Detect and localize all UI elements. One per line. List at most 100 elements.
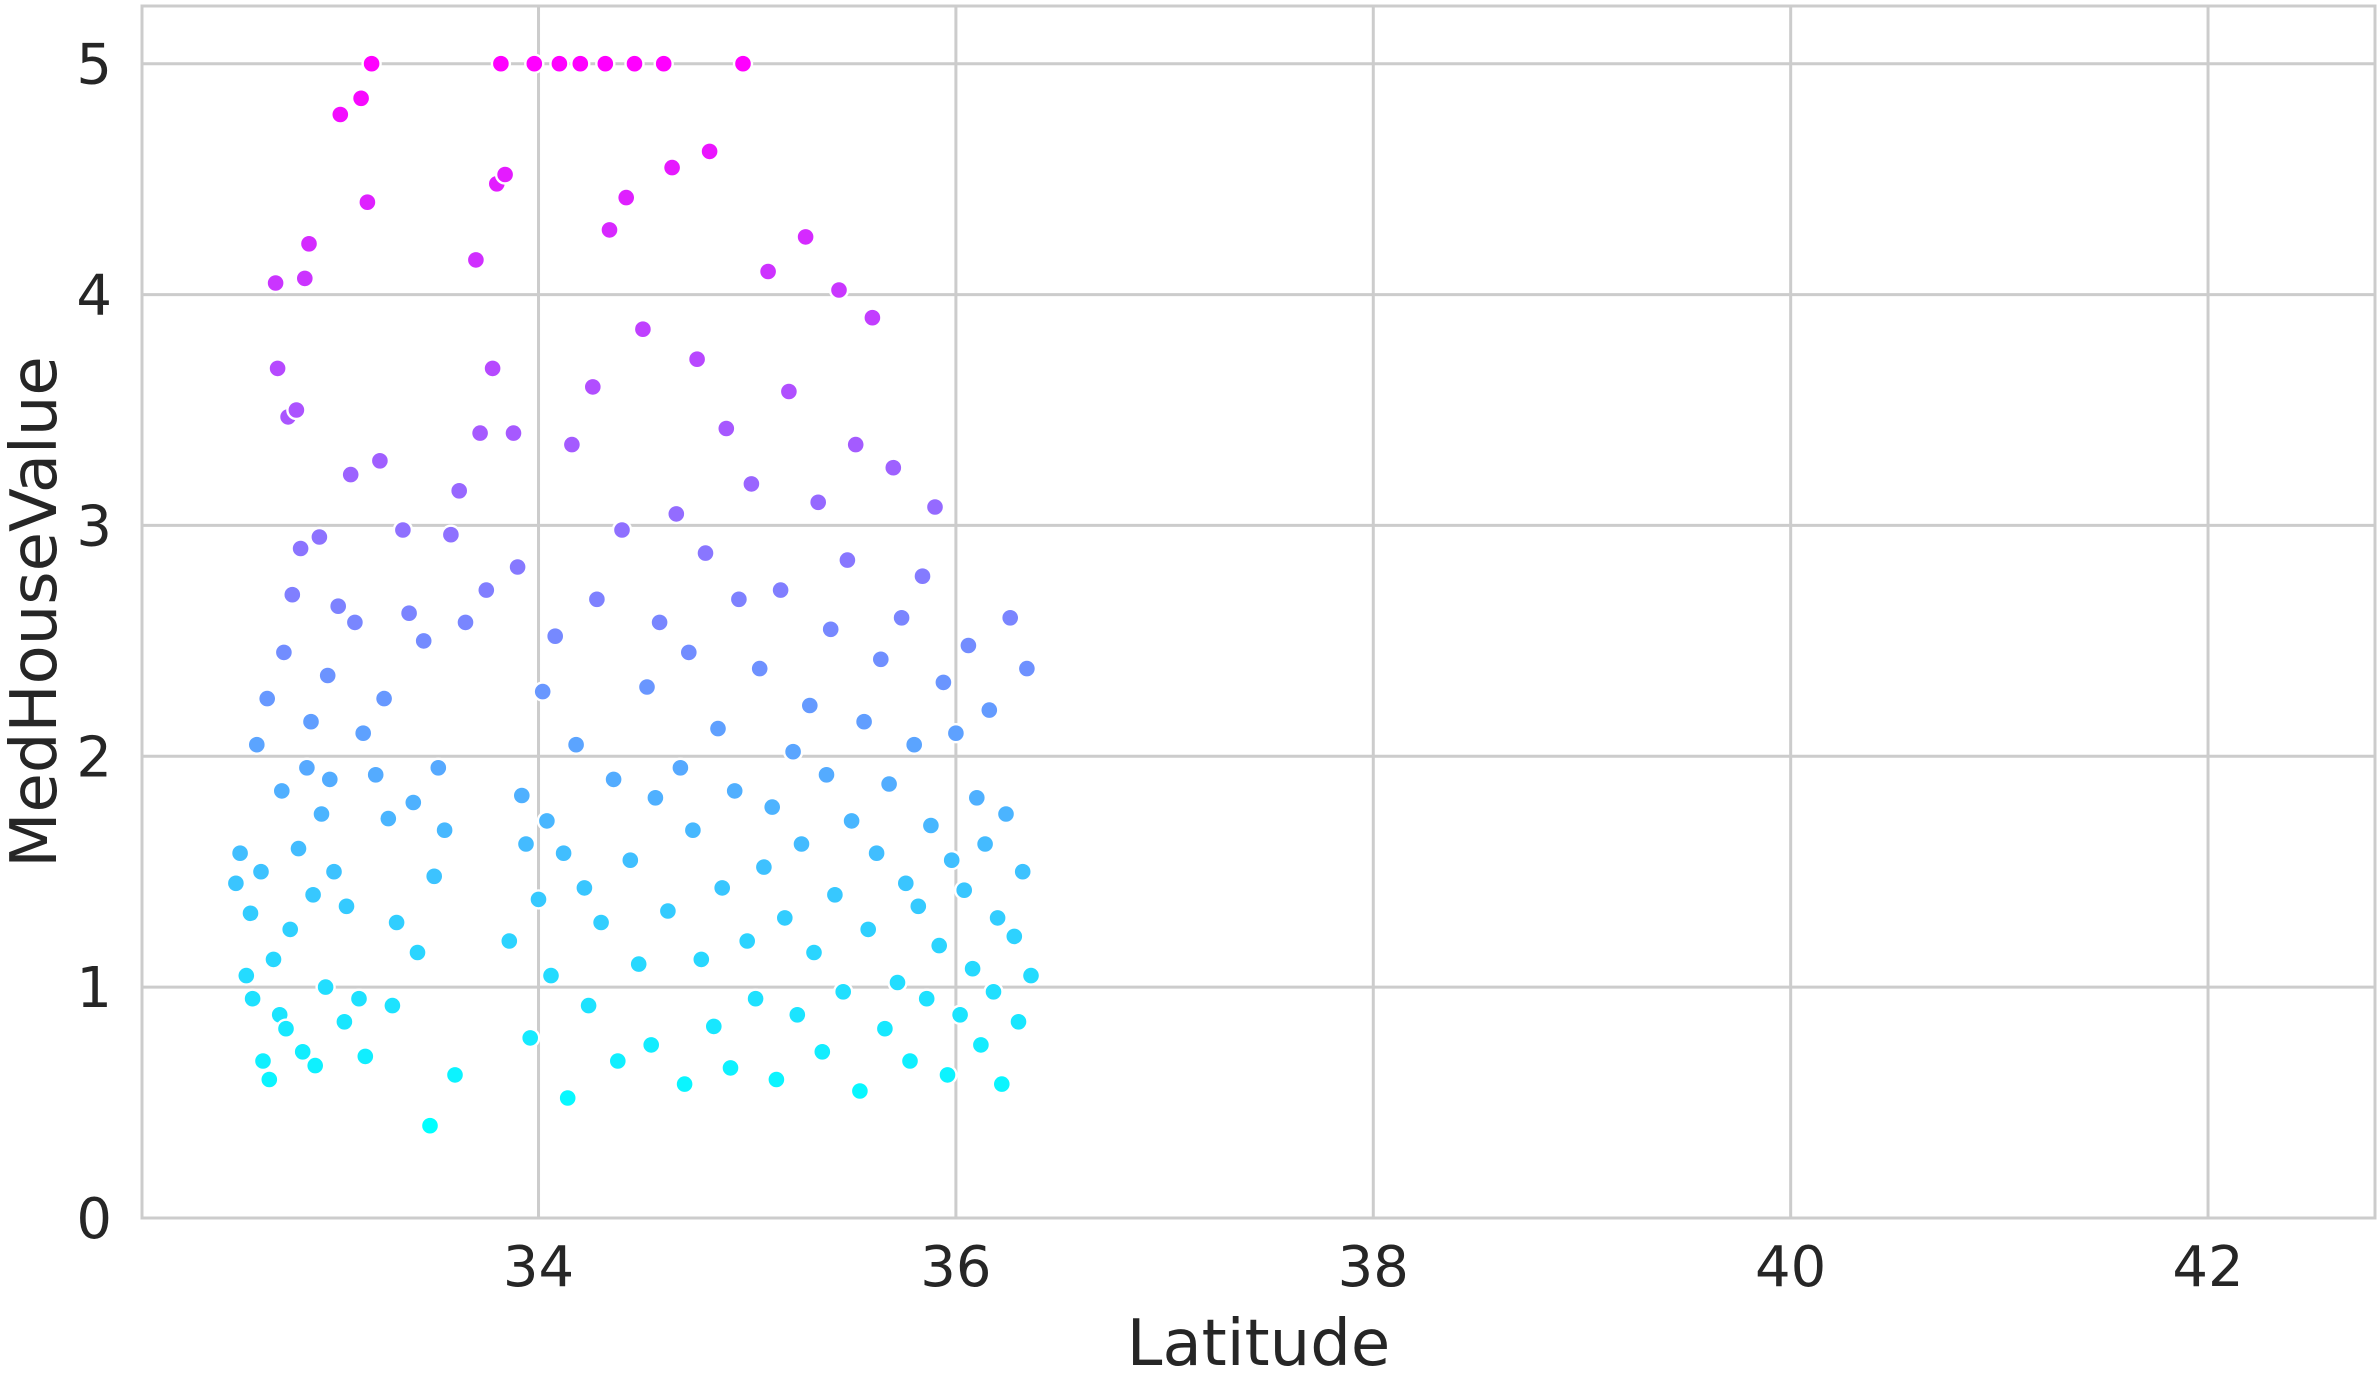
data-point (298, 233, 320, 255)
data-point (348, 988, 370, 1009)
data-point (699, 141, 720, 162)
data-point (737, 930, 758, 952)
data-point (455, 612, 476, 633)
data-point (511, 785, 532, 806)
data-point (286, 399, 307, 421)
data-point (257, 688, 278, 709)
data-point (449, 480, 470, 501)
data-point (392, 519, 414, 541)
data-point (820, 619, 841, 640)
data-point (434, 820, 455, 841)
data-point (611, 519, 633, 541)
data-point (545, 626, 566, 647)
data-point (878, 773, 900, 795)
data-point (282, 584, 303, 605)
data-point (632, 319, 654, 340)
data-point (494, 164, 516, 185)
data-point (645, 787, 666, 808)
data-point (350, 88, 372, 109)
data-point (240, 903, 261, 924)
data-point (666, 503, 687, 525)
data-point (336, 896, 357, 917)
data-point (532, 681, 553, 702)
data-point (290, 538, 311, 559)
data-point (966, 787, 987, 808)
data-point (678, 642, 699, 663)
data-point (536, 810, 558, 832)
data-point (344, 612, 366, 633)
data-point (933, 672, 954, 693)
data-point (503, 422, 524, 444)
data-point (791, 833, 812, 855)
data-point (275, 1018, 297, 1039)
data-point (578, 995, 599, 1016)
data-point (570, 53, 591, 74)
data-point (974, 833, 996, 855)
data-point (891, 607, 912, 628)
data-point (874, 1018, 896, 1039)
data-point (311, 803, 332, 825)
x-tick-label: 36 (920, 1235, 991, 1300)
data-point (691, 949, 712, 970)
data-point (582, 376, 603, 398)
data-point (590, 912, 612, 933)
y-gridlines (142, 62, 2375, 1220)
data-point (616, 187, 637, 208)
data-point (732, 53, 754, 74)
data-point (803, 942, 825, 963)
y-axis-label: MedHouseValue (0, 356, 72, 868)
data-point (328, 596, 349, 617)
data-point (469, 422, 491, 444)
data-point (444, 1064, 466, 1086)
data-point (507, 556, 528, 578)
data-point (490, 53, 512, 74)
data-point (315, 976, 336, 998)
data-point (712, 877, 733, 899)
data-point (745, 988, 766, 1009)
data-point (904, 734, 925, 755)
y-tick-label: 4 (76, 264, 112, 329)
data-point (225, 873, 247, 894)
data-point (887, 972, 908, 993)
data-point (883, 457, 904, 478)
data-point (250, 861, 272, 882)
data-point (816, 764, 837, 785)
data-point (770, 579, 791, 601)
data-point (941, 850, 962, 871)
data-point (749, 658, 770, 679)
data-point (979, 699, 1000, 721)
data-point (787, 1004, 808, 1025)
data-point (774, 907, 795, 929)
data-point (1000, 607, 1021, 628)
data-point (720, 1057, 741, 1079)
data-point (799, 695, 820, 716)
data-point (229, 843, 251, 864)
data-point (849, 1080, 871, 1102)
data-point (263, 949, 284, 970)
data-point (334, 1011, 355, 1032)
data-point (382, 995, 403, 1016)
data-point (595, 53, 616, 74)
data-point (428, 757, 449, 778)
data-point (833, 981, 854, 1002)
data-point (762, 796, 783, 818)
data-point (866, 843, 887, 864)
data-point (365, 764, 386, 785)
data-point (296, 757, 318, 778)
data-point (937, 1064, 958, 1086)
data-point (357, 191, 378, 213)
data-point (916, 988, 937, 1009)
data-point (899, 1050, 921, 1072)
data-point (323, 861, 345, 882)
data-point (808, 492, 829, 513)
x-axis-label: Latitude (1127, 1307, 1390, 1381)
data-point (920, 815, 942, 836)
data-point (317, 665, 338, 686)
data-point (841, 810, 862, 832)
data-point (524, 53, 545, 74)
data-point (236, 965, 257, 986)
data-point (987, 907, 1008, 929)
data-point (398, 603, 420, 624)
